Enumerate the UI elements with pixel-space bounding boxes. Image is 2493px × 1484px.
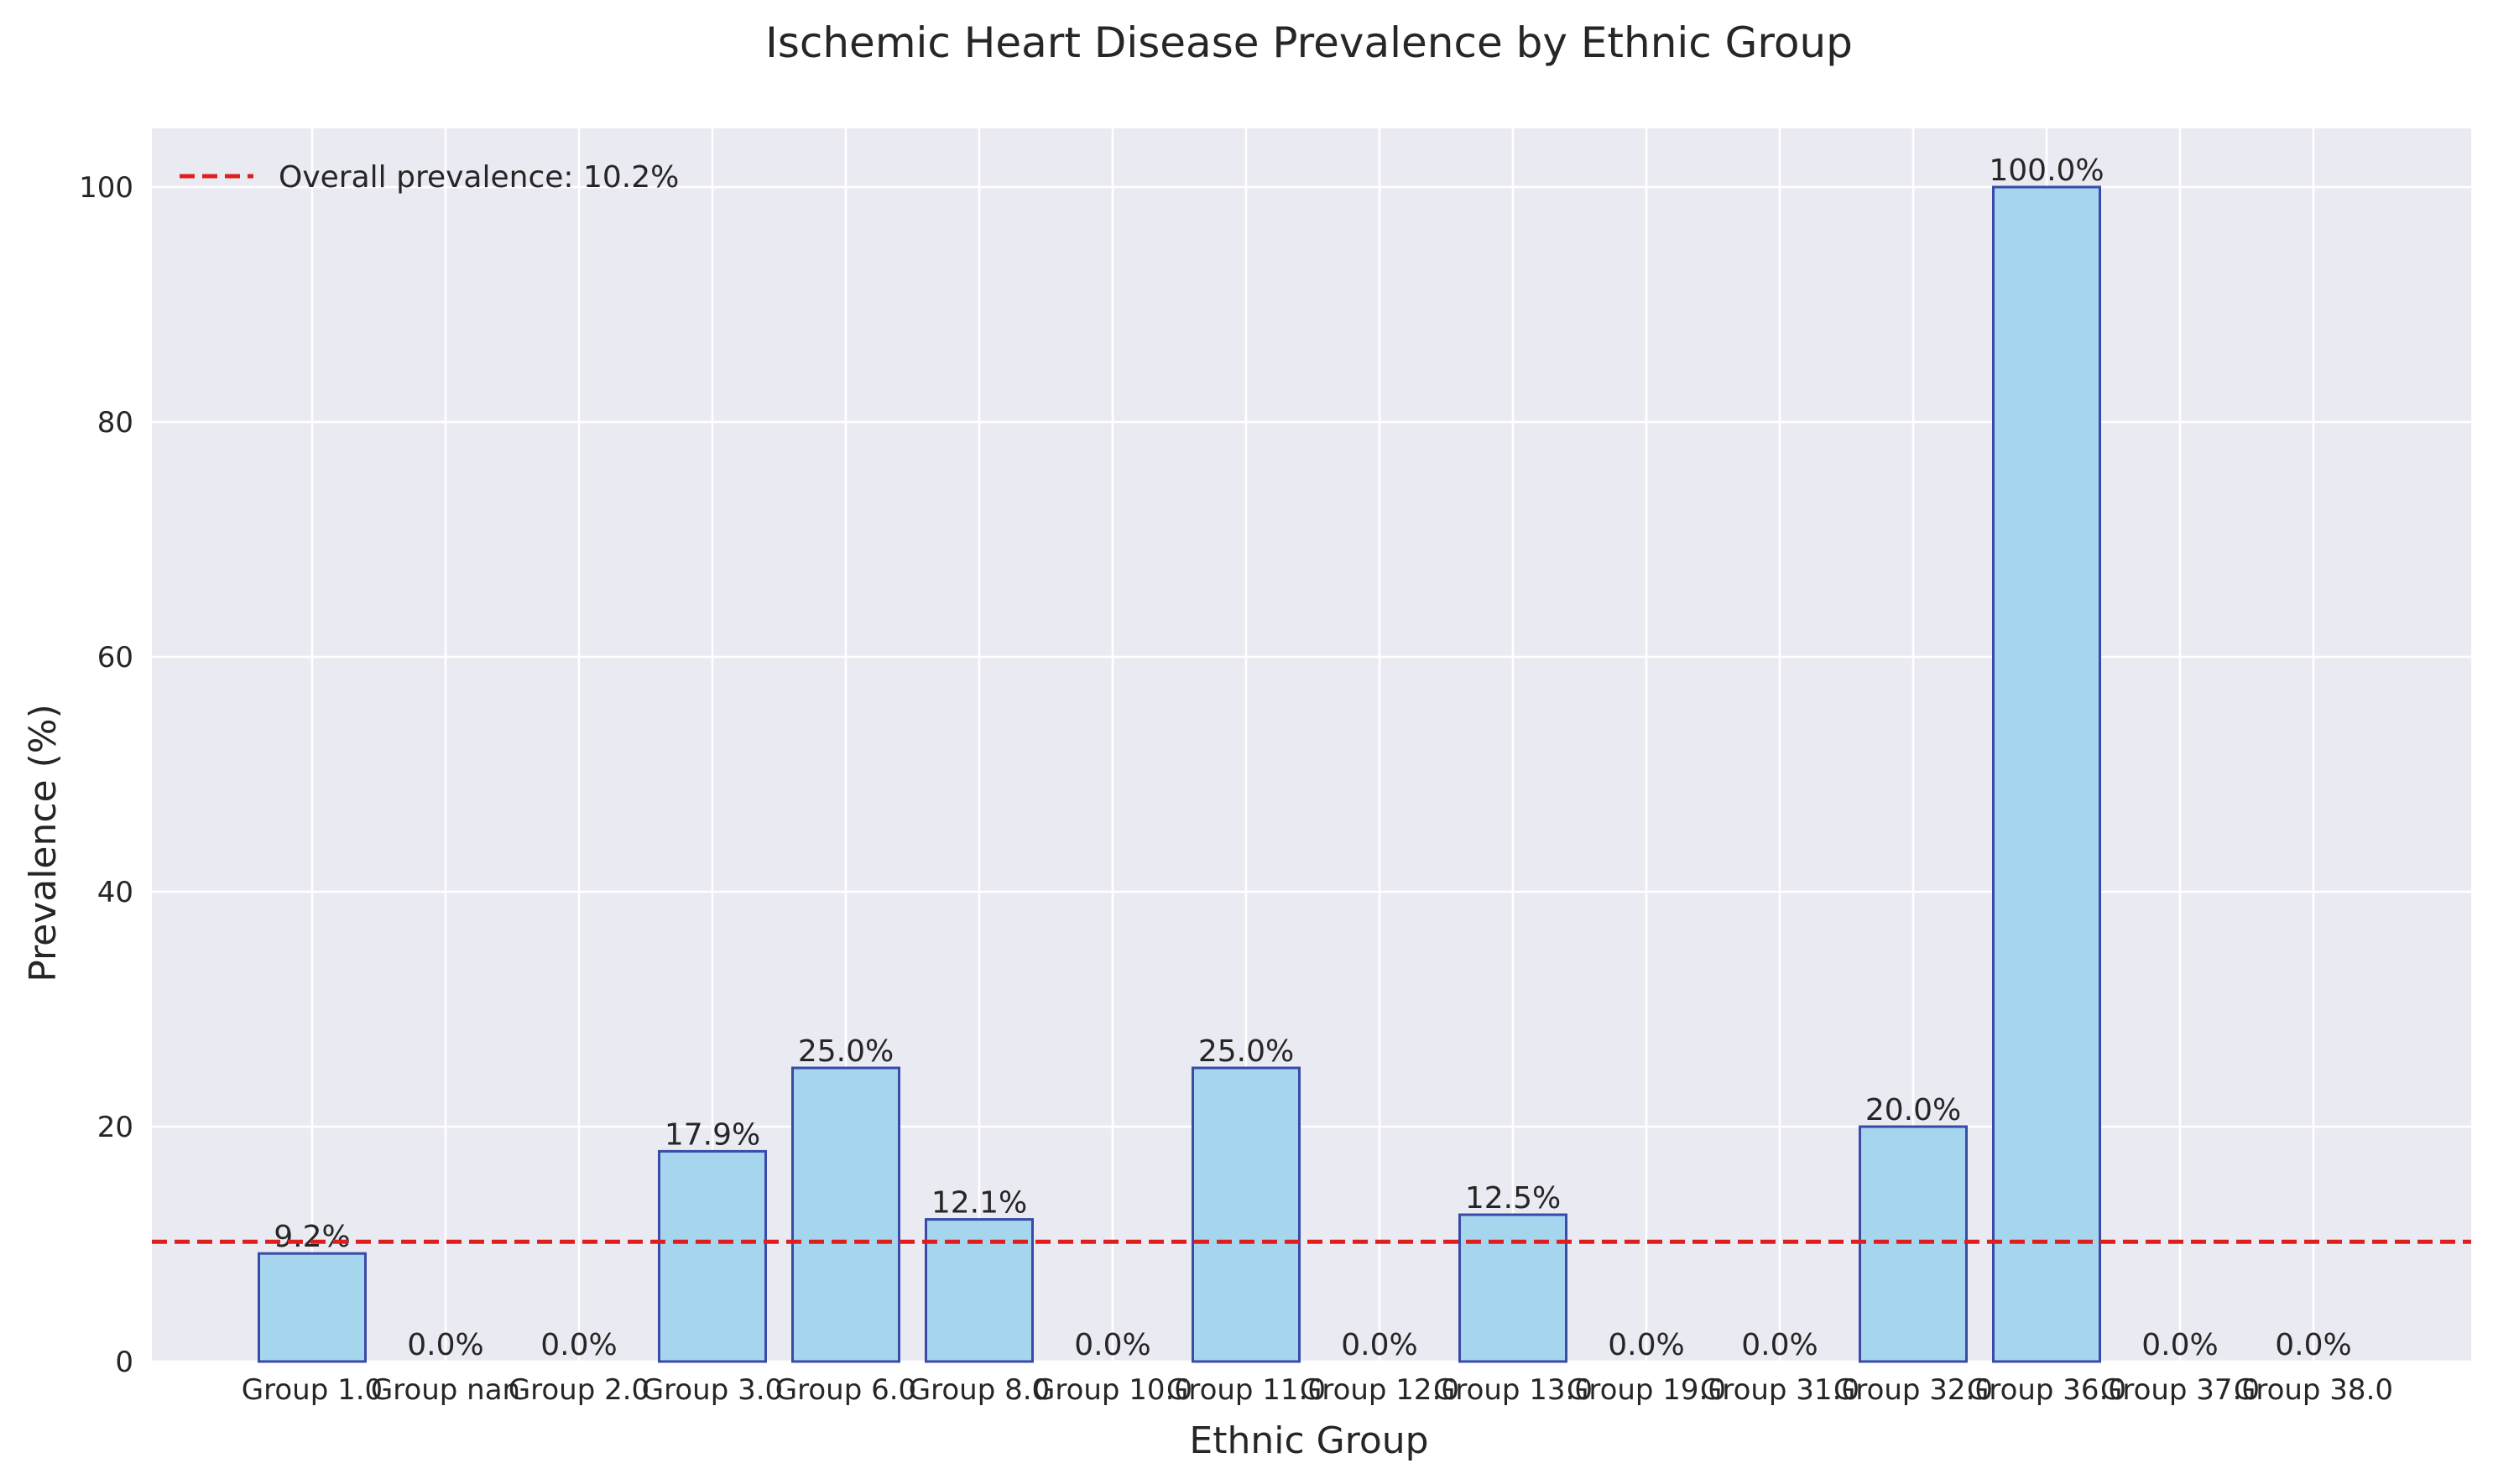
x-tick-label: Group 36.0 (1967, 1373, 2126, 1407)
bar-value-label: 0.0% (1741, 1328, 1818, 1362)
y-tick-label: 80 (97, 406, 133, 440)
x-tick-label: Group 3.0 (642, 1373, 783, 1407)
x-tick-label: Group 32.0 (1833, 1373, 1993, 1407)
x-tick-label: Group 31.0 (1700, 1373, 1859, 1407)
bar-value-label: 0.0% (540, 1328, 617, 1362)
x-tick-label: Group 1.0 (242, 1373, 383, 1407)
bar (258, 1252, 367, 1363)
bar-value-label: 12.1% (931, 1186, 1027, 1221)
x-tick-label: Group 11.0 (1166, 1373, 1326, 1407)
bars (258, 185, 2101, 1363)
bar-value-label: 12.5% (1465, 1181, 1561, 1216)
y-tick-label: 40 (97, 876, 133, 909)
y-tick-label: 0 (115, 1346, 133, 1379)
x-tick-label: Group 19.0 (1567, 1373, 1726, 1407)
bar-value-label: 0.0% (1608, 1328, 1684, 1362)
y-tick-label: 60 (97, 641, 133, 674)
bar-value-label: 17.9% (665, 1117, 760, 1152)
x-tick-label: Group 2.0 (509, 1373, 649, 1407)
x-tick-label: Group nan (371, 1373, 520, 1407)
x-axis-label: Ethnic Group (1189, 1419, 1428, 1462)
bar-value-label: 0.0% (2275, 1328, 2351, 1362)
bar-value-label: 0.0% (2141, 1328, 2218, 1362)
x-tick-label: Group 37.0 (2100, 1373, 2260, 1407)
x-tick-label: Group 13.0 (1433, 1373, 1593, 1407)
bar-value-label: 9.2% (274, 1220, 350, 1254)
plot-area (152, 128, 2471, 1362)
bar-value-label: 100.0% (1989, 154, 2104, 188)
x-tick-label: Group 38.0 (2234, 1373, 2393, 1407)
bar-value-label: 20.0% (1865, 1093, 1961, 1127)
bar-value-label: 25.0% (798, 1034, 894, 1069)
bar (658, 1149, 767, 1363)
bar-labels: 9.2% 0.0% 0.0% 17.9% 25.0% 12.1% 0.0% 25.0% 0.0%… (274, 154, 2351, 1362)
x-tick-label: Group 10.0 (1033, 1373, 1192, 1407)
bar (1859, 1125, 1968, 1363)
y-tick-label: 20 (97, 1111, 133, 1144)
y-axis-label: Prevalence (%) (22, 704, 65, 982)
legend-entry-overall-prevalence: Overall prevalence: 10.2% (279, 160, 679, 195)
bar-value-label: 25.0% (1198, 1034, 1294, 1069)
bar-value-label: 0.0% (1074, 1328, 1150, 1362)
x-tick-label: Group 12.0 (1300, 1373, 1459, 1407)
y-tick-label: 100 (79, 171, 133, 205)
y-axis-ticks: 0 20 40 60 80 100 (79, 171, 133, 1379)
x-tick-label: Group 8.0 (909, 1373, 1050, 1407)
bar-value-label: 0.0% (407, 1328, 483, 1362)
legend: Overall prevalence: 10.2% (180, 160, 679, 195)
bar (791, 1066, 900, 1363)
bar (1192, 1066, 1301, 1363)
x-tick-label: Group 6.0 (775, 1373, 916, 1407)
chart-title: Ischemic Heart Disease Prevalence by Eth… (765, 18, 1853, 67)
bar (1992, 185, 2101, 1363)
bar-value-label: 0.0% (1341, 1328, 1417, 1362)
bar (1458, 1213, 1567, 1363)
